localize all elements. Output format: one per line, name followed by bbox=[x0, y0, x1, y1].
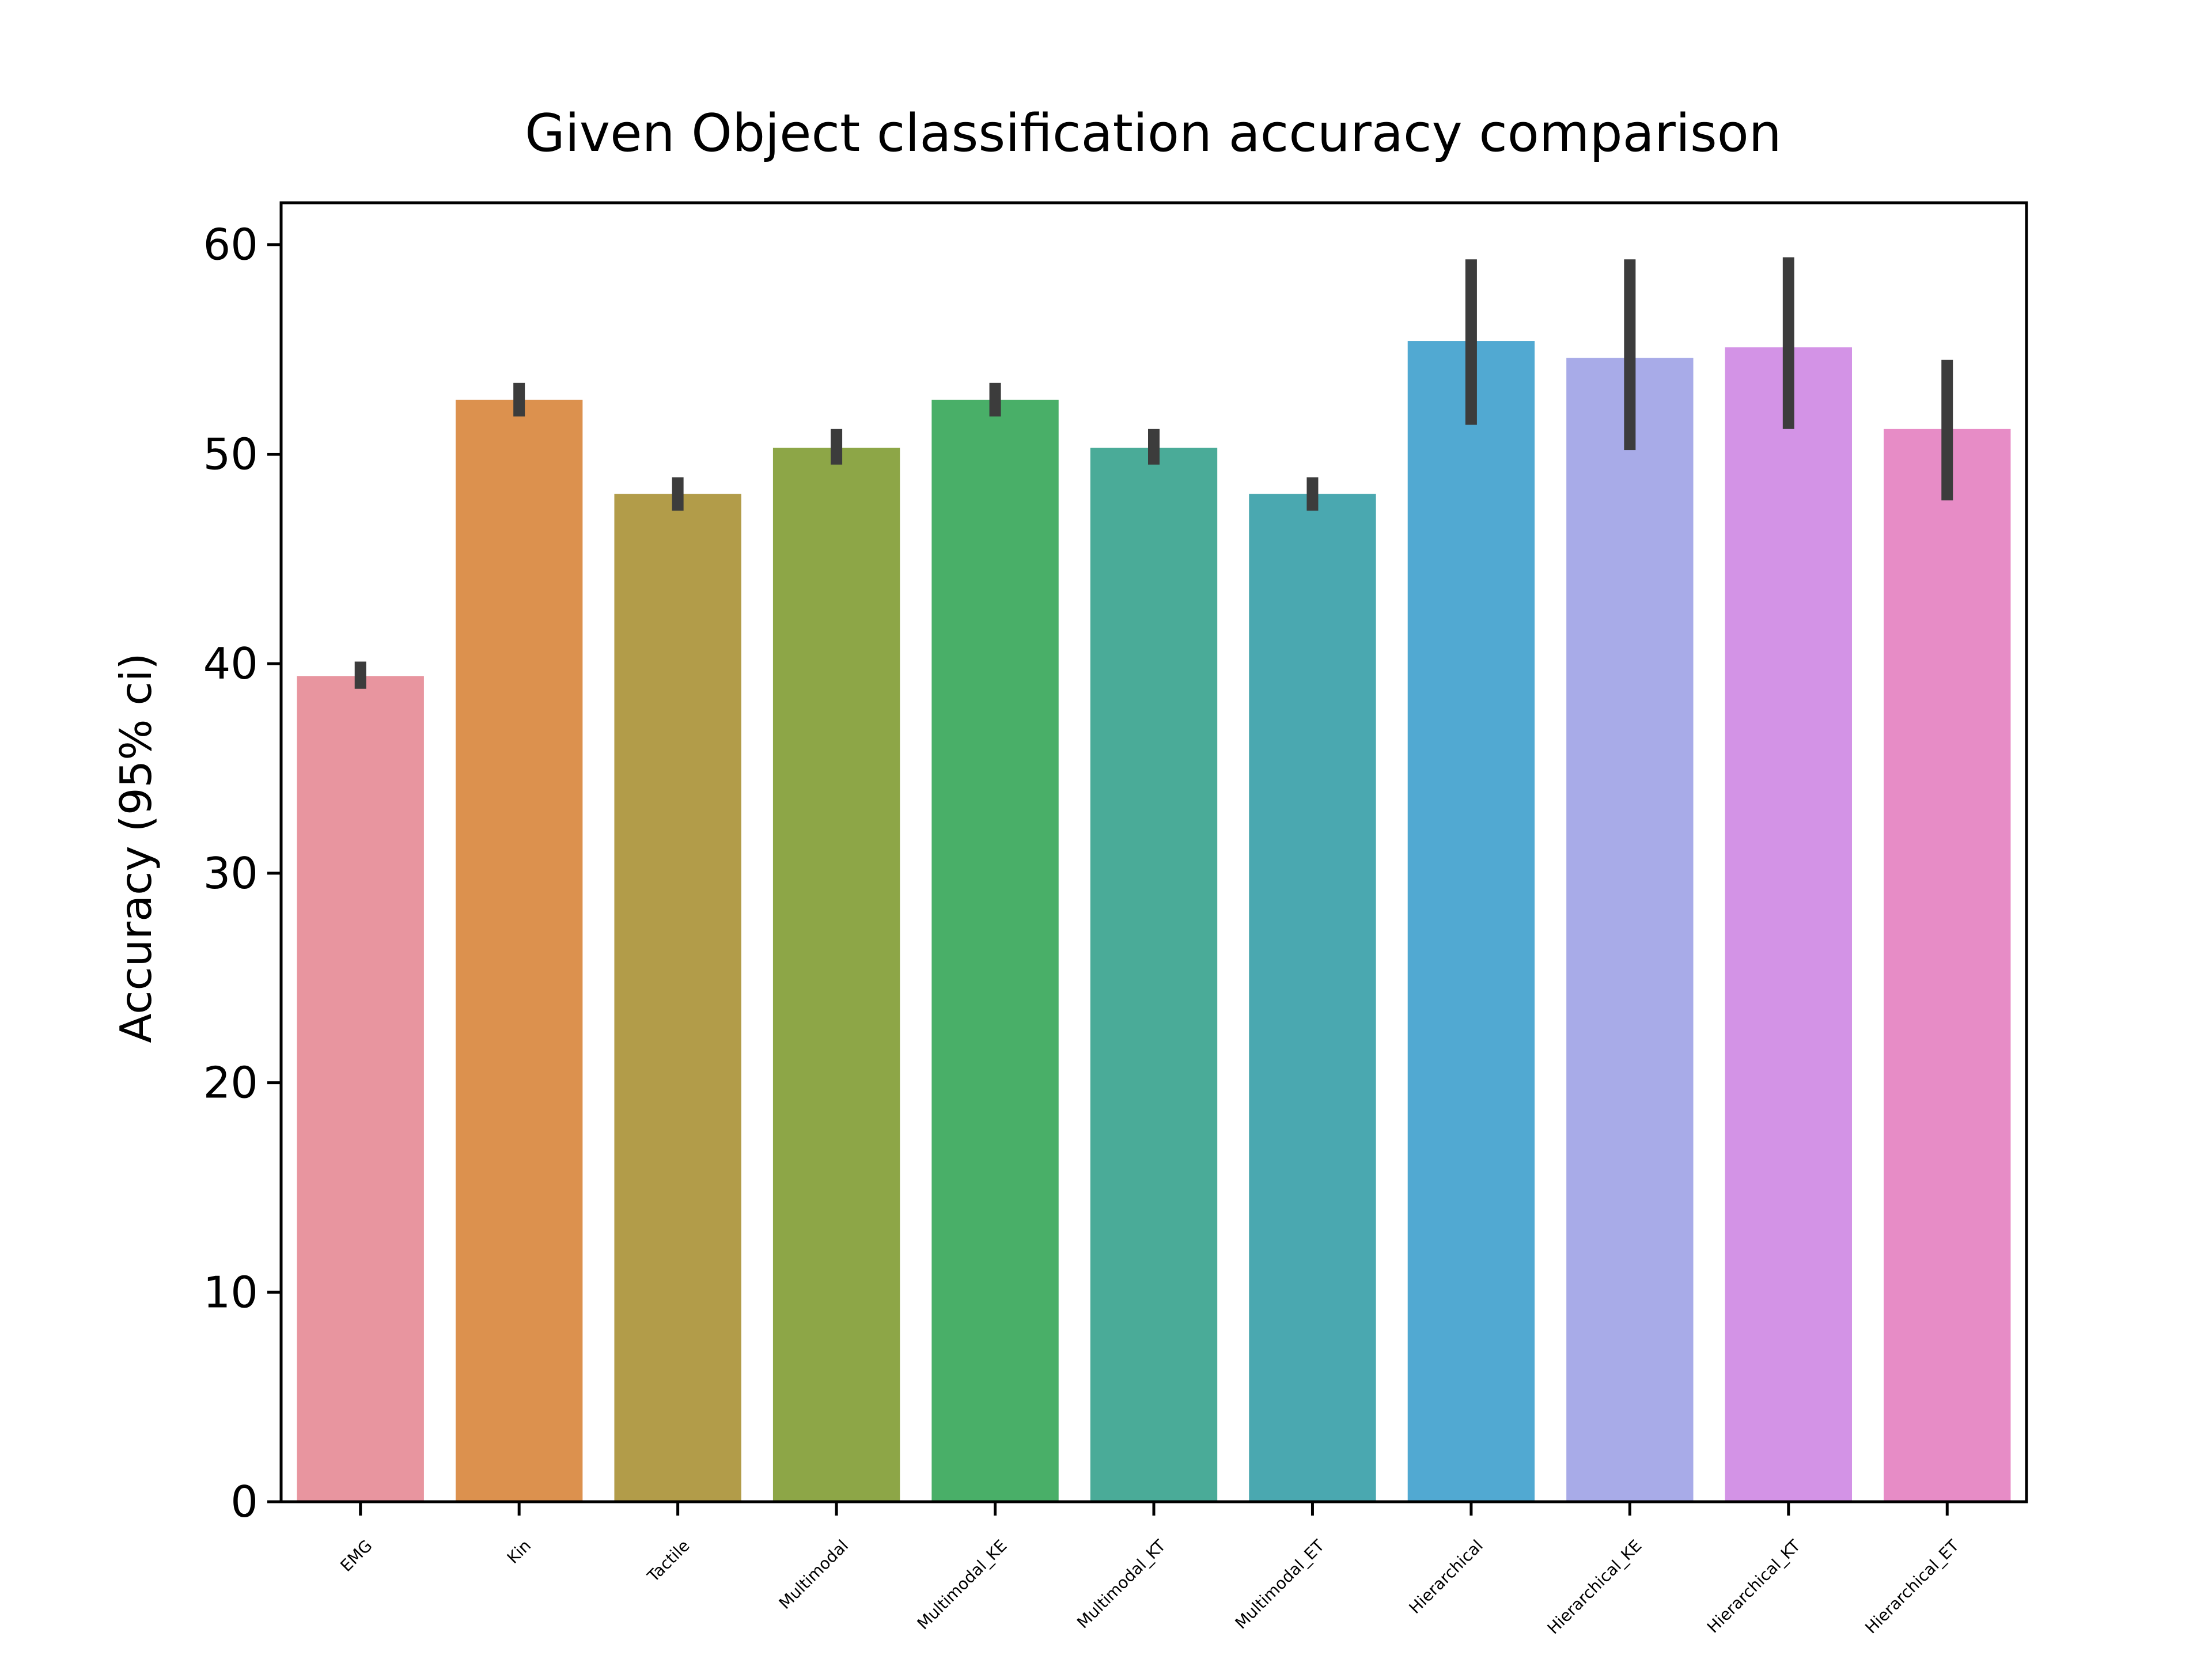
plot-area bbox=[297, 257, 2011, 1502]
x-tick-label: Multimodal_KE bbox=[914, 1536, 1011, 1634]
x-tick-label: Hierarchical_KE bbox=[1544, 1536, 1646, 1638]
chart-title: Given Object classification accuracy com… bbox=[525, 103, 1782, 164]
y-tick-label: 50 bbox=[203, 429, 258, 479]
x-axis: EMG Kin Tactile Multimodal Multimodal_KE Mult… bbox=[336, 1502, 1963, 1638]
x-tick-label: Multimodal bbox=[775, 1536, 852, 1613]
bar-hierarchical-et bbox=[1884, 429, 2011, 1502]
bar-emg bbox=[297, 676, 424, 1502]
y-tick-label: 30 bbox=[203, 848, 258, 899]
y-tick-label: 40 bbox=[203, 638, 258, 689]
x-tick-label: Tactile bbox=[643, 1536, 694, 1586]
bar-multimodal-ke bbox=[931, 399, 1059, 1502]
y-axis: 0 10 20 30 40 50 60 bbox=[203, 219, 281, 1527]
x-tick-label: Hierarchical_KT bbox=[1703, 1536, 1804, 1637]
x-tick-label: Hierarchical_ET bbox=[1861, 1536, 1963, 1637]
bar-tactile bbox=[614, 494, 741, 1502]
x-tick-label: Multimodal_ET bbox=[1232, 1536, 1328, 1633]
y-tick-label: 10 bbox=[203, 1267, 258, 1317]
y-tick-label: 20 bbox=[203, 1058, 258, 1108]
x-tick-label: EMG bbox=[336, 1536, 376, 1575]
x-tick-label: Multimodal_KT bbox=[1073, 1536, 1169, 1632]
bar-multimodal bbox=[772, 448, 900, 1502]
x-tick-label: Kin bbox=[503, 1536, 535, 1567]
y-tick-label: 60 bbox=[203, 219, 258, 270]
bar-hierarchical-ke bbox=[1566, 358, 1694, 1502]
x-tick-label: Hierarchical bbox=[1406, 1536, 1487, 1618]
bar-multimodal-et bbox=[1249, 494, 1376, 1502]
y-axis-label: Accuracy (95% ci) bbox=[111, 653, 161, 1043]
y-tick-label: 0 bbox=[230, 1476, 258, 1527]
plot-frame bbox=[279, 201, 2028, 1503]
bar-hierarchical bbox=[1407, 341, 1535, 1502]
bar-kin bbox=[456, 399, 583, 1502]
bar-multimodal-kt bbox=[1090, 448, 1218, 1502]
bar-hierarchical-kt bbox=[1725, 347, 1852, 1502]
